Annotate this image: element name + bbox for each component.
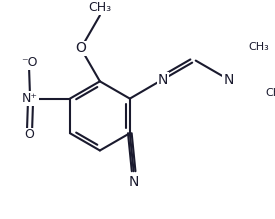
Text: N⁺: N⁺ xyxy=(22,92,38,105)
Text: O: O xyxy=(24,128,34,141)
Text: CH₃: CH₃ xyxy=(88,2,111,14)
Text: CH₃: CH₃ xyxy=(265,88,275,98)
Text: ⁻O: ⁻O xyxy=(21,56,37,69)
Text: O: O xyxy=(75,41,86,55)
Text: N: N xyxy=(128,175,139,189)
Text: N: N xyxy=(158,72,168,87)
Text: N: N xyxy=(224,72,234,87)
Text: CH₃: CH₃ xyxy=(249,42,270,52)
